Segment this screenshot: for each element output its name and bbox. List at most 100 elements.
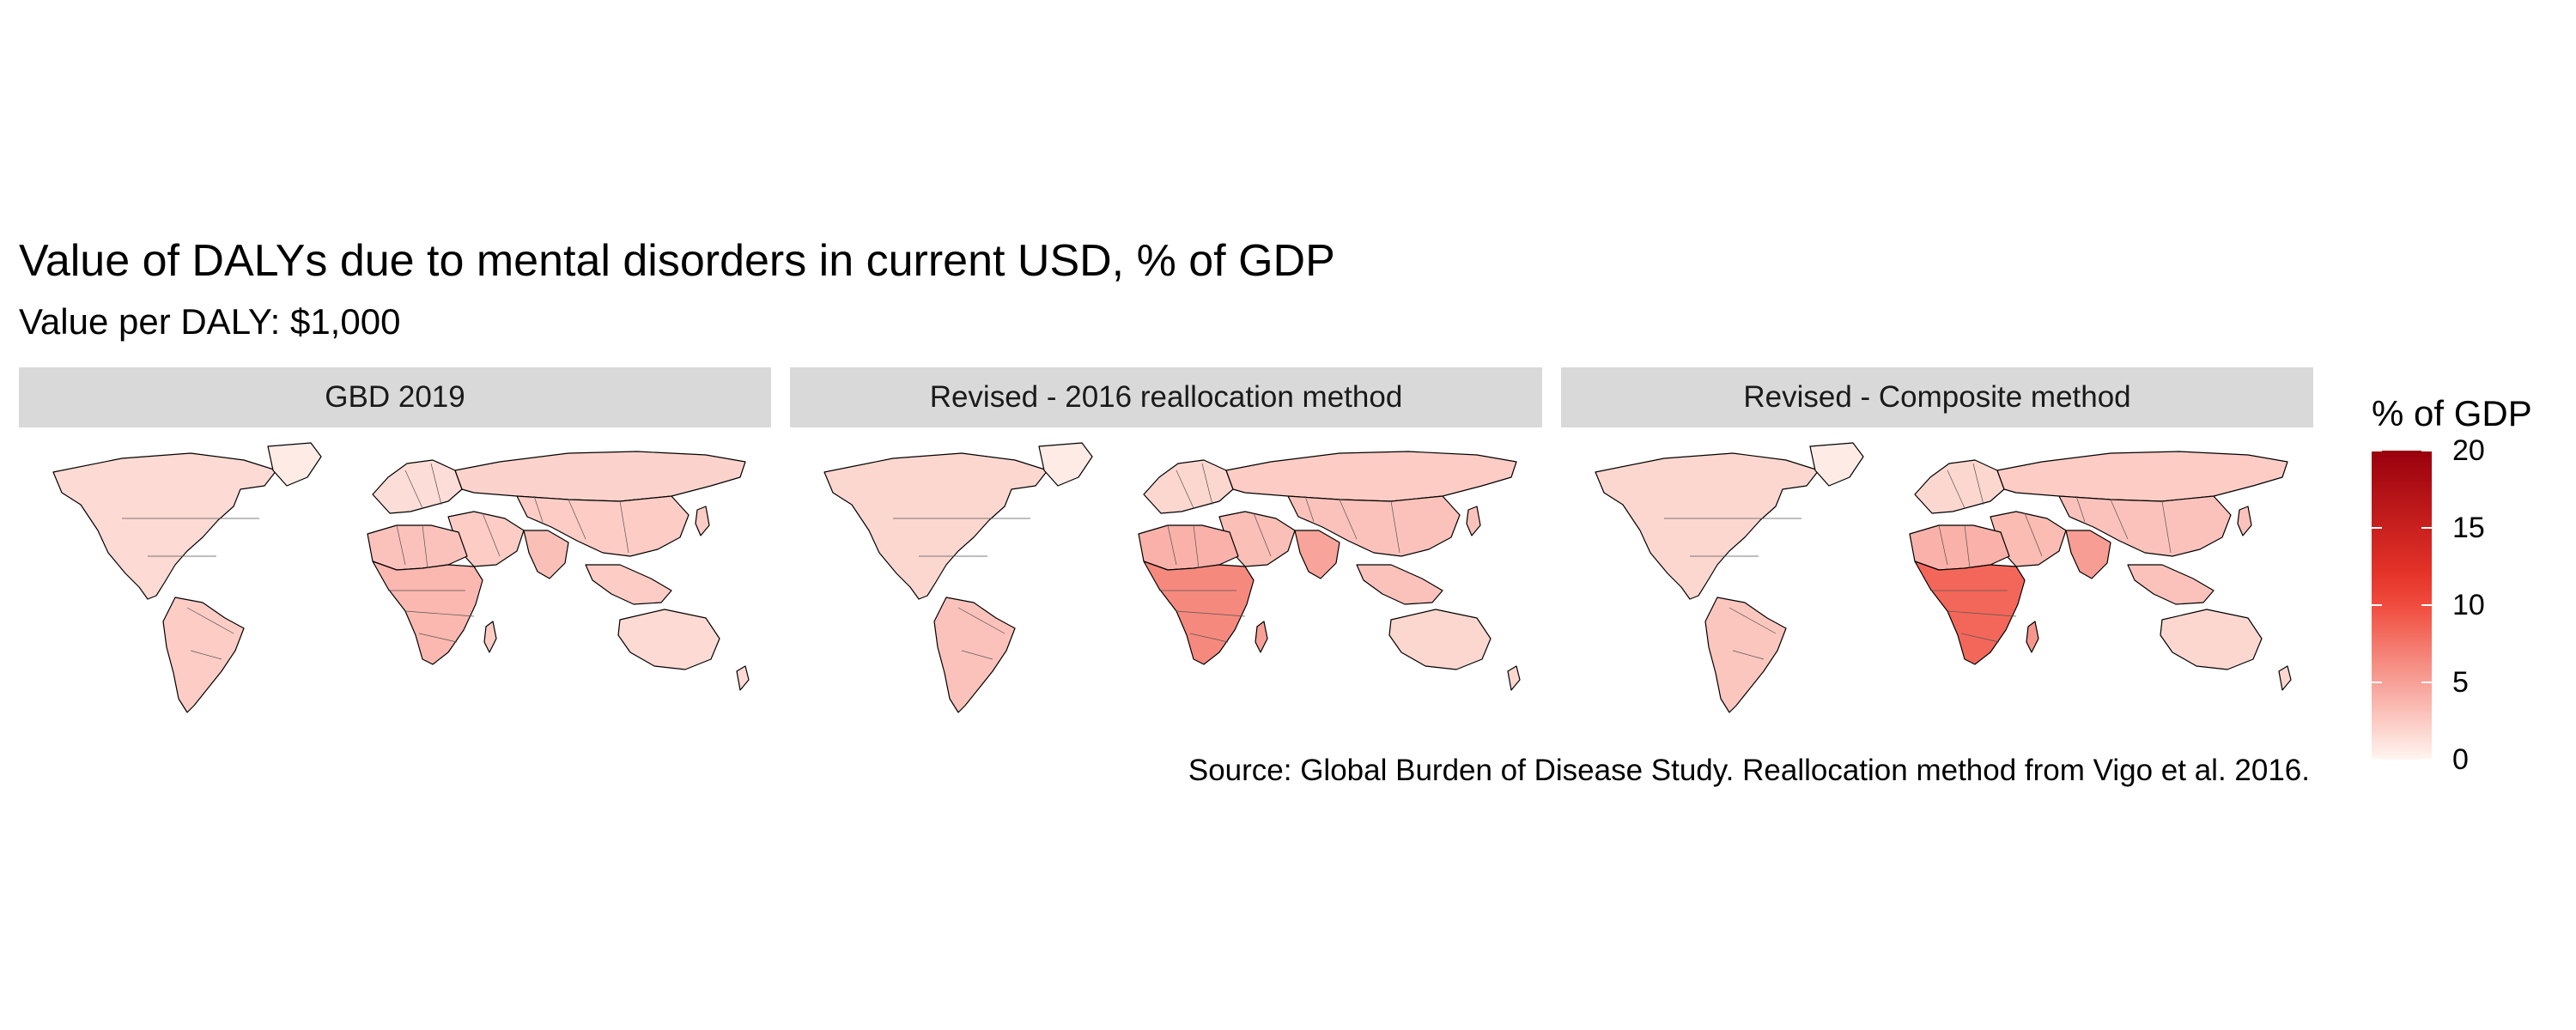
world-map — [1561, 436, 2313, 719]
region-russia — [454, 451, 746, 502]
region-north-africa — [1909, 524, 2010, 571]
legend-title: % of GDP — [2372, 393, 2532, 433]
country-border — [1189, 633, 1229, 643]
region-south-asia — [1294, 530, 1340, 579]
country-border — [404, 470, 423, 509]
region-australia — [617, 609, 720, 670]
region-japan — [2237, 506, 2252, 536]
country-border — [1947, 470, 1965, 509]
legend-tick-mark — [2421, 527, 2432, 529]
country-border — [186, 607, 234, 634]
legend-tick-label: 5 — [2452, 666, 2469, 699]
region-japan — [695, 506, 710, 536]
region-south-america — [1704, 597, 1787, 713]
region-japan — [1466, 506, 1481, 536]
country-border — [1253, 512, 1272, 557]
country-border — [1732, 650, 1765, 660]
region-new-zealand — [1507, 665, 1521, 691]
country-border — [1304, 495, 1315, 523]
region-north-america — [52, 452, 277, 600]
region-southeast-asia — [1356, 564, 1443, 605]
facet-strip-label: GBD 2019 — [19, 367, 771, 427]
legend-tick-mark — [2372, 682, 2382, 683]
legend-tick-mark — [2421, 682, 2432, 683]
source-caption: Source: Global Burden of Disease Study. … — [1188, 754, 2310, 787]
country-border — [1947, 610, 2017, 617]
country-border — [1938, 524, 1948, 566]
region-southeast-asia — [2127, 564, 2215, 605]
country-border — [1972, 463, 1984, 506]
legend-tick-label: 20 — [2452, 434, 2485, 467]
country-border — [1390, 500, 1400, 554]
region-south-america — [933, 597, 1016, 713]
legend-tick-mark — [2372, 450, 2382, 451]
region-south-asia — [2065, 530, 2111, 579]
country-border — [430, 463, 442, 506]
legend-tick-label: 10 — [2452, 589, 2485, 621]
region-north-africa — [367, 524, 468, 571]
region-madagascar — [2026, 621, 2039, 653]
country-border — [404, 610, 475, 617]
country-border — [957, 607, 1005, 634]
legend-tick-mark — [2421, 604, 2432, 606]
region-madagascar — [483, 621, 497, 653]
country-border — [190, 650, 222, 660]
country-border — [1193, 524, 1200, 569]
country-border — [1960, 633, 2000, 643]
facet-panel-1: GBD 2019 — [19, 367, 771, 719]
region-greenland — [1809, 442, 1864, 487]
country-border — [1176, 610, 1246, 617]
legend-tick-label: 15 — [2452, 512, 2485, 544]
region-madagascar — [1255, 621, 1268, 653]
country-border — [1176, 470, 1194, 509]
country-border — [422, 524, 428, 569]
region-new-zealand — [736, 665, 750, 691]
country-border — [533, 495, 544, 523]
region-greenland — [267, 442, 322, 487]
region-russia — [1996, 451, 2288, 502]
country-border — [396, 524, 406, 566]
country-border — [2075, 495, 2086, 523]
region-north-america — [1595, 452, 1820, 600]
world-map — [19, 436, 771, 719]
region-north-america — [823, 452, 1048, 600]
country-border — [482, 512, 501, 557]
chart-subtitle: Value per DALY: $1,000 — [19, 301, 401, 342]
region-europe — [1143, 459, 1234, 514]
region-north-africa — [1138, 524, 1239, 571]
chart-title: Value of DALYs due to mental disorders i… — [19, 236, 1335, 286]
region-australia — [1388, 609, 1492, 670]
country-border — [1964, 524, 1971, 569]
facet-panel-3: Revised - Composite method — [1561, 367, 2313, 719]
facet-strip-label: Revised - 2016 reallocation method — [790, 367, 1542, 427]
legend-tick-mark — [2372, 527, 2382, 529]
region-south-asia — [523, 530, 569, 579]
region-australia — [2160, 609, 2263, 670]
country-border — [2110, 499, 2129, 540]
legend-tick-label: 0 — [2452, 743, 2469, 776]
legend-tick-mark — [2421, 450, 2432, 451]
region-greenland — [1038, 442, 1093, 487]
region-europe — [372, 459, 463, 514]
region-southeast-asia — [585, 564, 672, 605]
world-map — [790, 436, 1542, 719]
country-border — [961, 650, 993, 660]
country-border — [2161, 500, 2172, 554]
region-south-america — [162, 597, 245, 713]
region-new-zealand — [2278, 665, 2292, 691]
country-border — [1167, 524, 1177, 566]
country-border — [1201, 463, 1213, 506]
region-europe — [1914, 459, 2005, 514]
legend-tick-mark — [2372, 759, 2382, 760]
country-border — [2024, 512, 2043, 557]
country-border — [1728, 607, 1777, 634]
legend-tick-mark — [2421, 759, 2432, 760]
region-russia — [1225, 451, 1517, 502]
legend-tick-mark — [2372, 604, 2382, 606]
country-border — [568, 499, 586, 540]
country-border — [619, 500, 629, 554]
facet-panel-2: Revised - 2016 reallocation method — [790, 367, 1542, 719]
country-border — [1339, 499, 1358, 540]
country-border — [418, 633, 458, 643]
facet-strip-label: Revised - Composite method — [1561, 367, 2313, 427]
